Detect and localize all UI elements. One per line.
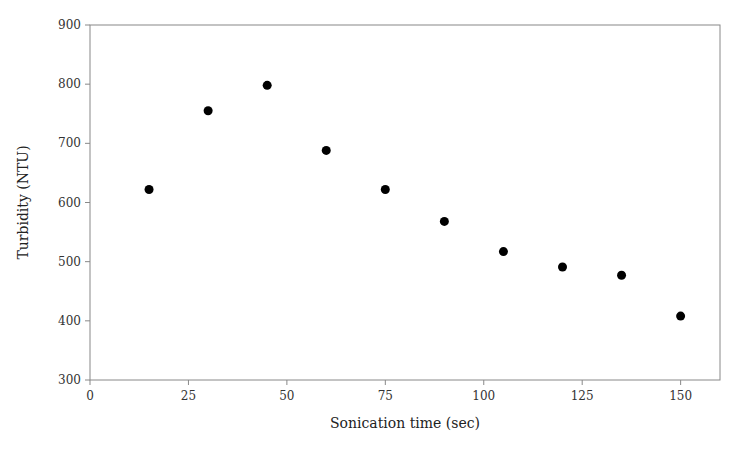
x-axis-label: Sonication time (sec) [330,415,480,431]
scatter-point [381,185,390,194]
y-tick-label: 500 [58,255,81,269]
scatter-point [440,217,449,226]
y-tick [85,84,90,85]
x-tick-label: 25 [181,389,196,403]
x-tick [286,380,287,385]
x-tick [680,380,681,385]
scatter-point [145,185,154,194]
plot-frame [90,25,720,380]
chart: 0 25 50 75 100 125 150 300 400 500 600 700 800 900 Son… [0,0,750,450]
y-tick-label: 600 [58,196,81,210]
y-tick-label: 900 [58,18,81,32]
scatter-point [322,146,331,155]
x-tick-label: 125 [571,389,594,403]
y-tick [85,261,90,262]
x-tick [582,380,583,385]
y-axis-label: Turbidity (NTU) [15,145,31,259]
points [145,81,686,321]
scatter-point [617,271,626,280]
x-tick-label: 150 [669,389,692,403]
x-tick [385,380,386,385]
chart-container: 0 25 50 75 100 125 150 300 400 500 600 700 800 900 Son… [0,0,750,450]
x-tick-label: 100 [472,389,495,403]
x-tick-label: 75 [378,389,393,403]
y-tick-label: 700 [58,136,81,150]
x-tick [188,380,189,385]
scatter-point [263,81,272,90]
x-tick [90,380,91,385]
y-tick-label: 300 [58,373,81,387]
y-tick [85,380,90,381]
x-tick-label: 0 [86,389,94,403]
x-axis: 0 25 50 75 100 125 150 [86,380,692,403]
x-tick [483,380,484,385]
y-tick-label: 800 [58,77,81,91]
x-tick-label: 50 [279,389,294,403]
y-tick [85,25,90,26]
y-tick-label: 400 [58,314,81,328]
scatter-point [676,312,685,321]
y-tick [85,202,90,203]
scatter-point [558,262,567,271]
y-tick [85,143,90,144]
y-tick [85,320,90,321]
y-axis: 300 400 500 600 700 800 900 [58,18,90,387]
scatter-point [499,247,508,256]
scatter-point [204,106,213,115]
